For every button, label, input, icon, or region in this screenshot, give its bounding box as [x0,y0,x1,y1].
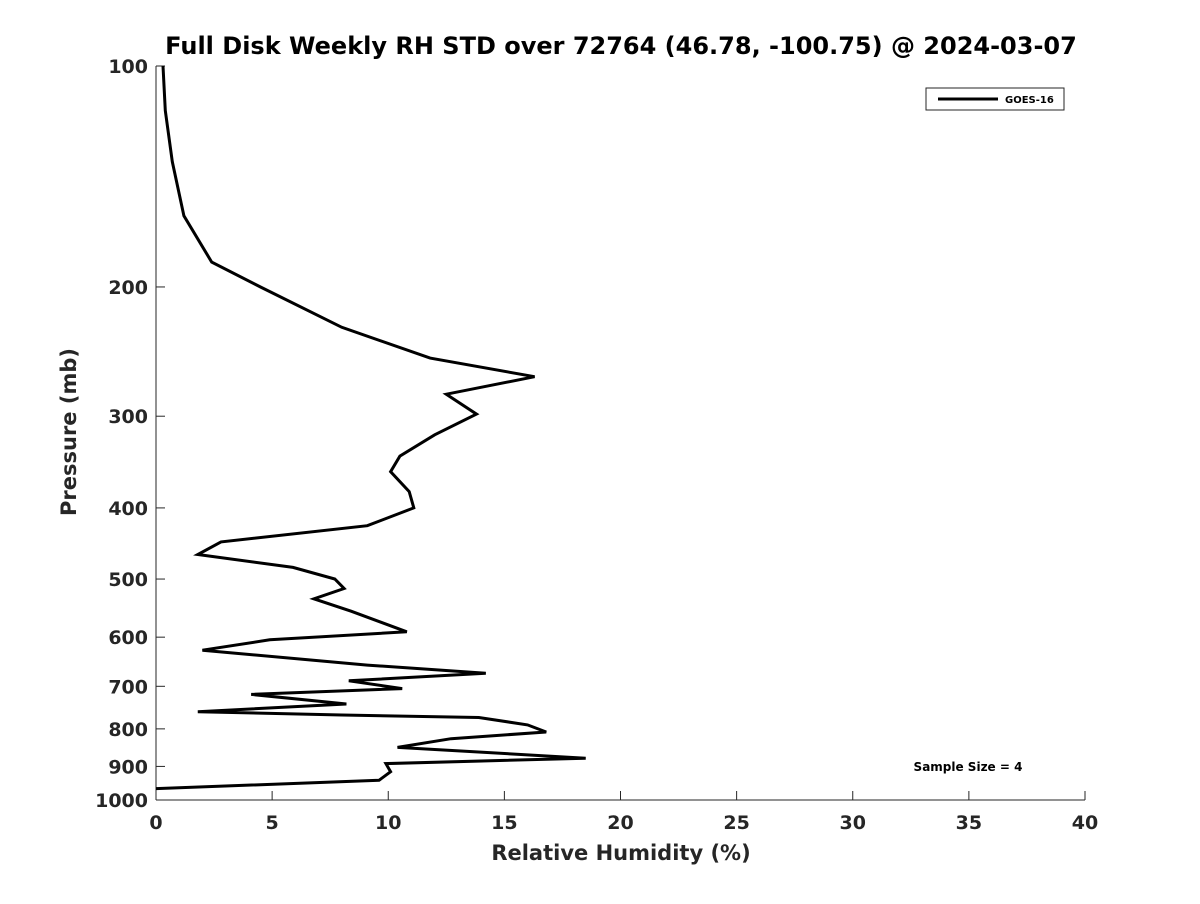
y-tick-label: 700 [108,676,148,698]
y-tick-label: 300 [108,406,148,428]
y-tick-label: 500 [108,569,148,591]
sample-size-annotation: Sample Size = 4 [914,760,1023,774]
y-tick-label: 900 [108,756,148,778]
y-tick-label: 200 [108,277,148,299]
x-tick-label: 15 [491,812,517,834]
y-axis-label: Pressure (mb) [57,348,81,516]
chart-title: Full Disk Weekly RH STD over 72764 (46.7… [165,32,1077,60]
y-tick-label: 800 [108,719,148,741]
series-line-goes-16 [155,65,586,791]
x-tick-label: 0 [149,812,162,834]
x-tick-label: 20 [607,812,633,834]
x-tick-label: 40 [1072,812,1098,834]
x-tick-label: 25 [723,812,749,834]
series-layer [155,65,586,791]
x-tick-label: 5 [266,812,279,834]
y-tick-label: 600 [108,627,148,649]
axes-layer: 0 5 10 15 20 25 30 35 40 100 200 300 400 500 600 700 800… [95,56,1098,834]
y-tick-label: 1000 [95,790,148,812]
y-tick-label: 100 [108,56,148,78]
legend: GOES-16 [925,87,1065,111]
x-tick-label: 30 [840,812,866,834]
legend-label-goes-16: GOES-16 [1005,95,1054,106]
x-tick-label: 10 [375,812,401,834]
x-axis-label: Relative Humidity (%) [491,841,750,865]
x-tick-label: 35 [956,812,982,834]
y-tick-label: 400 [108,498,148,520]
